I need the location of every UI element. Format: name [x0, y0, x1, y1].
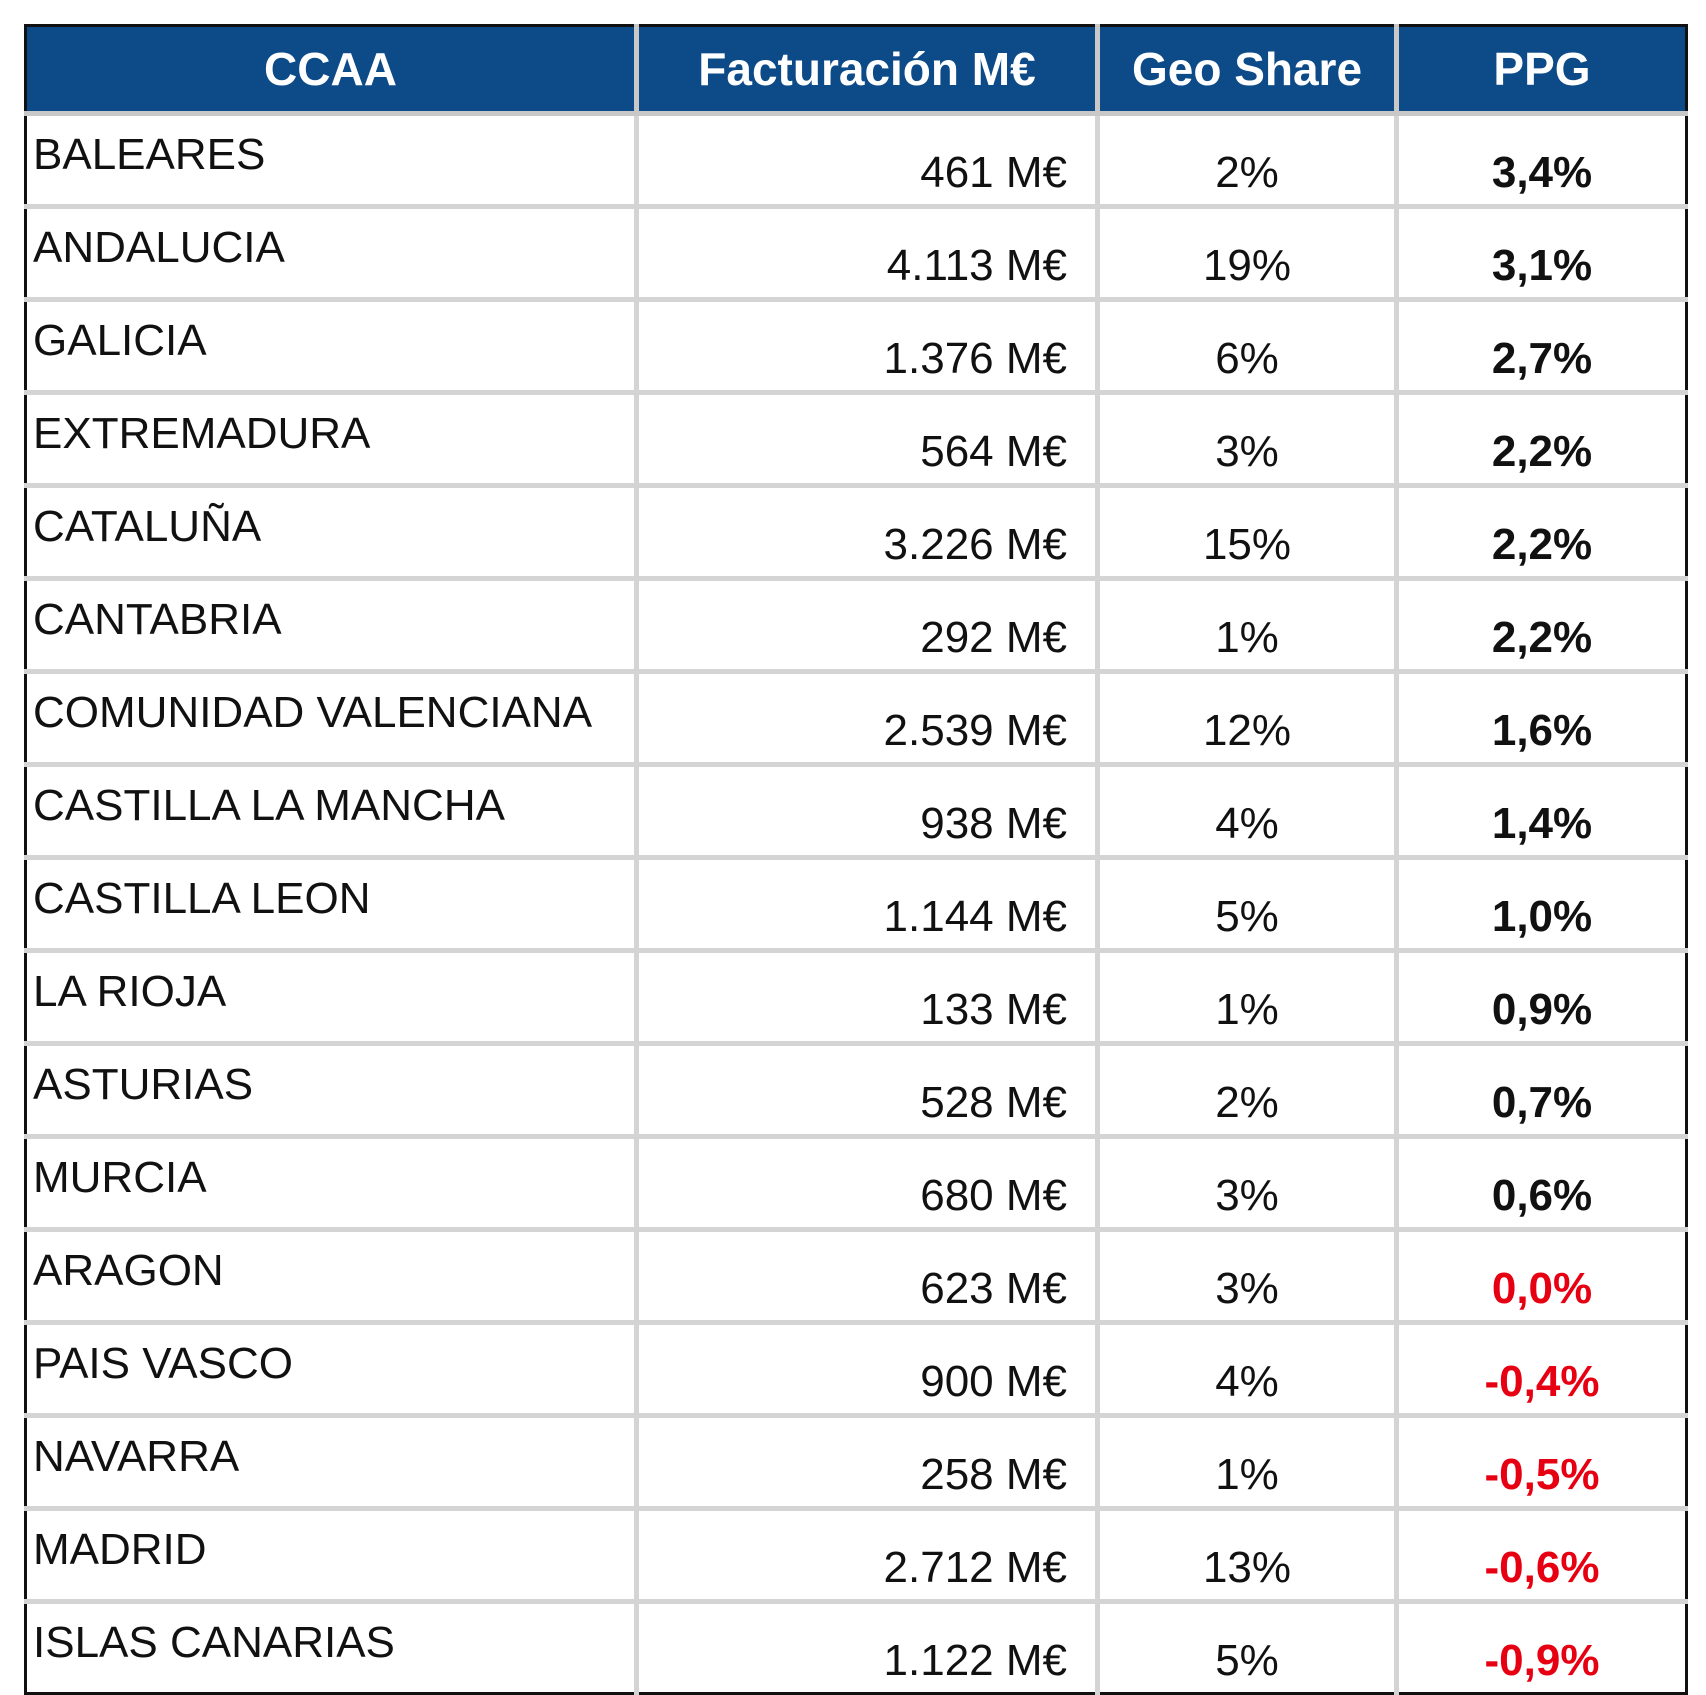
table-cell: 1.144 M€ — [634, 855, 1100, 953]
table-cell: 2.539 M€ — [634, 669, 1100, 767]
table-cell: 3,4% — [1394, 111, 1687, 209]
table-cell: 1% — [1095, 1413, 1399, 1511]
table-row: BALEARES 461 M€ 2% 3,4% — [25, 111, 1687, 209]
table-header: CCAA Facturación M€ Geo Share PPG — [25, 25, 1687, 116]
header-cell: PPG — [1394, 25, 1687, 116]
table-cell: 2% — [1095, 1041, 1399, 1139]
table-cell: 133 M€ — [634, 948, 1100, 1046]
table-cell: ISLAS CANARIAS — [25, 1599, 639, 1694]
table-cell: 292 M€ — [634, 576, 1100, 674]
table-row: ISLAS CANARIAS 1.122 M€ 5% -0,9% — [25, 1599, 1687, 1694]
table-cell: -0,5% — [1394, 1413, 1687, 1511]
table-cell: 15% — [1095, 483, 1399, 581]
table-cell: 0,9% — [1394, 948, 1687, 1046]
table-row: ANDALUCIA 4.113 M€ 19% 3,1% — [25, 204, 1687, 302]
header-cell: Geo Share — [1095, 25, 1397, 116]
table-cell: 2,7% — [1394, 297, 1687, 395]
table-cell: 3% — [1095, 1134, 1399, 1232]
table-cell: 0,0% — [1394, 1227, 1687, 1325]
header-row: CCAA Facturación M€ Geo Share PPG — [25, 25, 1687, 116]
table-cell: CATALUÑA — [25, 483, 639, 581]
table-cell: BALEARES — [25, 111, 639, 209]
table-cell: 938 M€ — [634, 762, 1100, 860]
table-cell: 1,0% — [1394, 855, 1687, 953]
table-cell: PAIS VASCO — [25, 1320, 639, 1418]
header-cell: Facturación M€ — [634, 25, 1098, 116]
table-cell: COMUNIDAD VALENCIANA — [25, 669, 639, 767]
table-cell: 258 M€ — [634, 1413, 1100, 1511]
table-cell: 4% — [1095, 1320, 1399, 1418]
data-table: CCAA Facturación M€ Geo Share PPG BALEARES 4… — [24, 24, 1688, 1695]
table-cell: 1% — [1095, 948, 1399, 1046]
table-cell: 900 M€ — [634, 1320, 1100, 1418]
table-body: BALEARES 461 M€ 2% 3,4% ANDALUCIA 4.113 M€ 19%… — [25, 111, 1687, 1694]
table-cell: 3,1% — [1394, 204, 1687, 302]
table-cell: 2,2% — [1394, 483, 1687, 581]
table-cell: 19% — [1095, 204, 1399, 302]
table-cell: CASTILLA LEON — [25, 855, 639, 953]
table-cell: LA RIOJA — [25, 948, 639, 1046]
table-row: GALICIA 1.376 M€ 6% 2,7% — [25, 297, 1687, 395]
table-row: MURCIA 680 M€ 3% 0,6% — [25, 1134, 1687, 1232]
table-row: CASTILLA LA MANCHA 938 M€ 4% 1,4% — [25, 762, 1687, 860]
table-cell: 2,2% — [1394, 390, 1687, 488]
table-row: PAIS VASCO 900 M€ 4% -0,4% — [25, 1320, 1687, 1418]
table-cell: 3% — [1095, 390, 1399, 488]
table-cell: CANTABRIA — [25, 576, 639, 674]
table-cell: ASTURIAS — [25, 1041, 639, 1139]
table-cell: ANDALUCIA — [25, 204, 639, 302]
table-cell: 1,4% — [1394, 762, 1687, 860]
table-row: CASTILLA LEON 1.144 M€ 5% 1,0% — [25, 855, 1687, 953]
table-cell: -0,9% — [1394, 1599, 1687, 1694]
table-cell: EXTREMADURA — [25, 390, 639, 488]
table-cell: 2% — [1095, 111, 1399, 209]
table-cell: ARAGON — [25, 1227, 639, 1325]
table-cell: 564 M€ — [634, 390, 1100, 488]
table-cell: 12% — [1095, 669, 1399, 767]
table-cell: 0,6% — [1394, 1134, 1687, 1232]
table-cell: 1,6% — [1394, 669, 1687, 767]
table-cell: 5% — [1095, 1599, 1399, 1694]
table-row: EXTREMADURA 564 M€ 3% 2,2% — [25, 390, 1687, 488]
table-cell: 2,2% — [1394, 576, 1687, 674]
table-cell: 461 M€ — [634, 111, 1100, 209]
table-cell: 3% — [1095, 1227, 1399, 1325]
header-cell: CCAA — [25, 25, 637, 116]
table-cell: 5% — [1095, 855, 1399, 953]
table-row: ASTURIAS 528 M€ 2% 0,7% — [25, 1041, 1687, 1139]
table-cell: 680 M€ — [634, 1134, 1100, 1232]
table-row: COMUNIDAD VALENCIANA 2.539 M€ 12% 1,6% — [25, 669, 1687, 767]
table-cell: CASTILLA LA MANCHA — [25, 762, 639, 860]
table-cell: 1.376 M€ — [634, 297, 1100, 395]
table-row: NAVARRA 258 M€ 1% -0,5% — [25, 1413, 1687, 1511]
table-row: ARAGON 623 M€ 3% 0,0% — [25, 1227, 1687, 1325]
table-cell: 1% — [1095, 576, 1399, 674]
table-cell: 4% — [1095, 762, 1399, 860]
table-cell: 528 M€ — [634, 1041, 1100, 1139]
table-cell: 4.113 M€ — [634, 204, 1100, 302]
table-cell: 1.122 M€ — [634, 1599, 1100, 1694]
table-row: CANTABRIA 292 M€ 1% 2,2% — [25, 576, 1687, 674]
table-row: LA RIOJA 133 M€ 1% 0,9% — [25, 948, 1687, 1046]
table-cell: MURCIA — [25, 1134, 639, 1232]
table-cell: 6% — [1095, 297, 1399, 395]
table-cell: 3.226 M€ — [634, 483, 1100, 581]
table-cell: GALICIA — [25, 297, 639, 395]
table-cell: NAVARRA — [25, 1413, 639, 1511]
table-cell: 623 M€ — [634, 1227, 1100, 1325]
table-cell: -0,4% — [1394, 1320, 1687, 1418]
table-cell: 0,7% — [1394, 1041, 1687, 1139]
table-row: CATALUÑA 3.226 M€ 15% 2,2% — [25, 483, 1687, 581]
page: CCAA Facturación M€ Geo Share PPG BALEARES 4… — [24, 24, 1688, 1695]
